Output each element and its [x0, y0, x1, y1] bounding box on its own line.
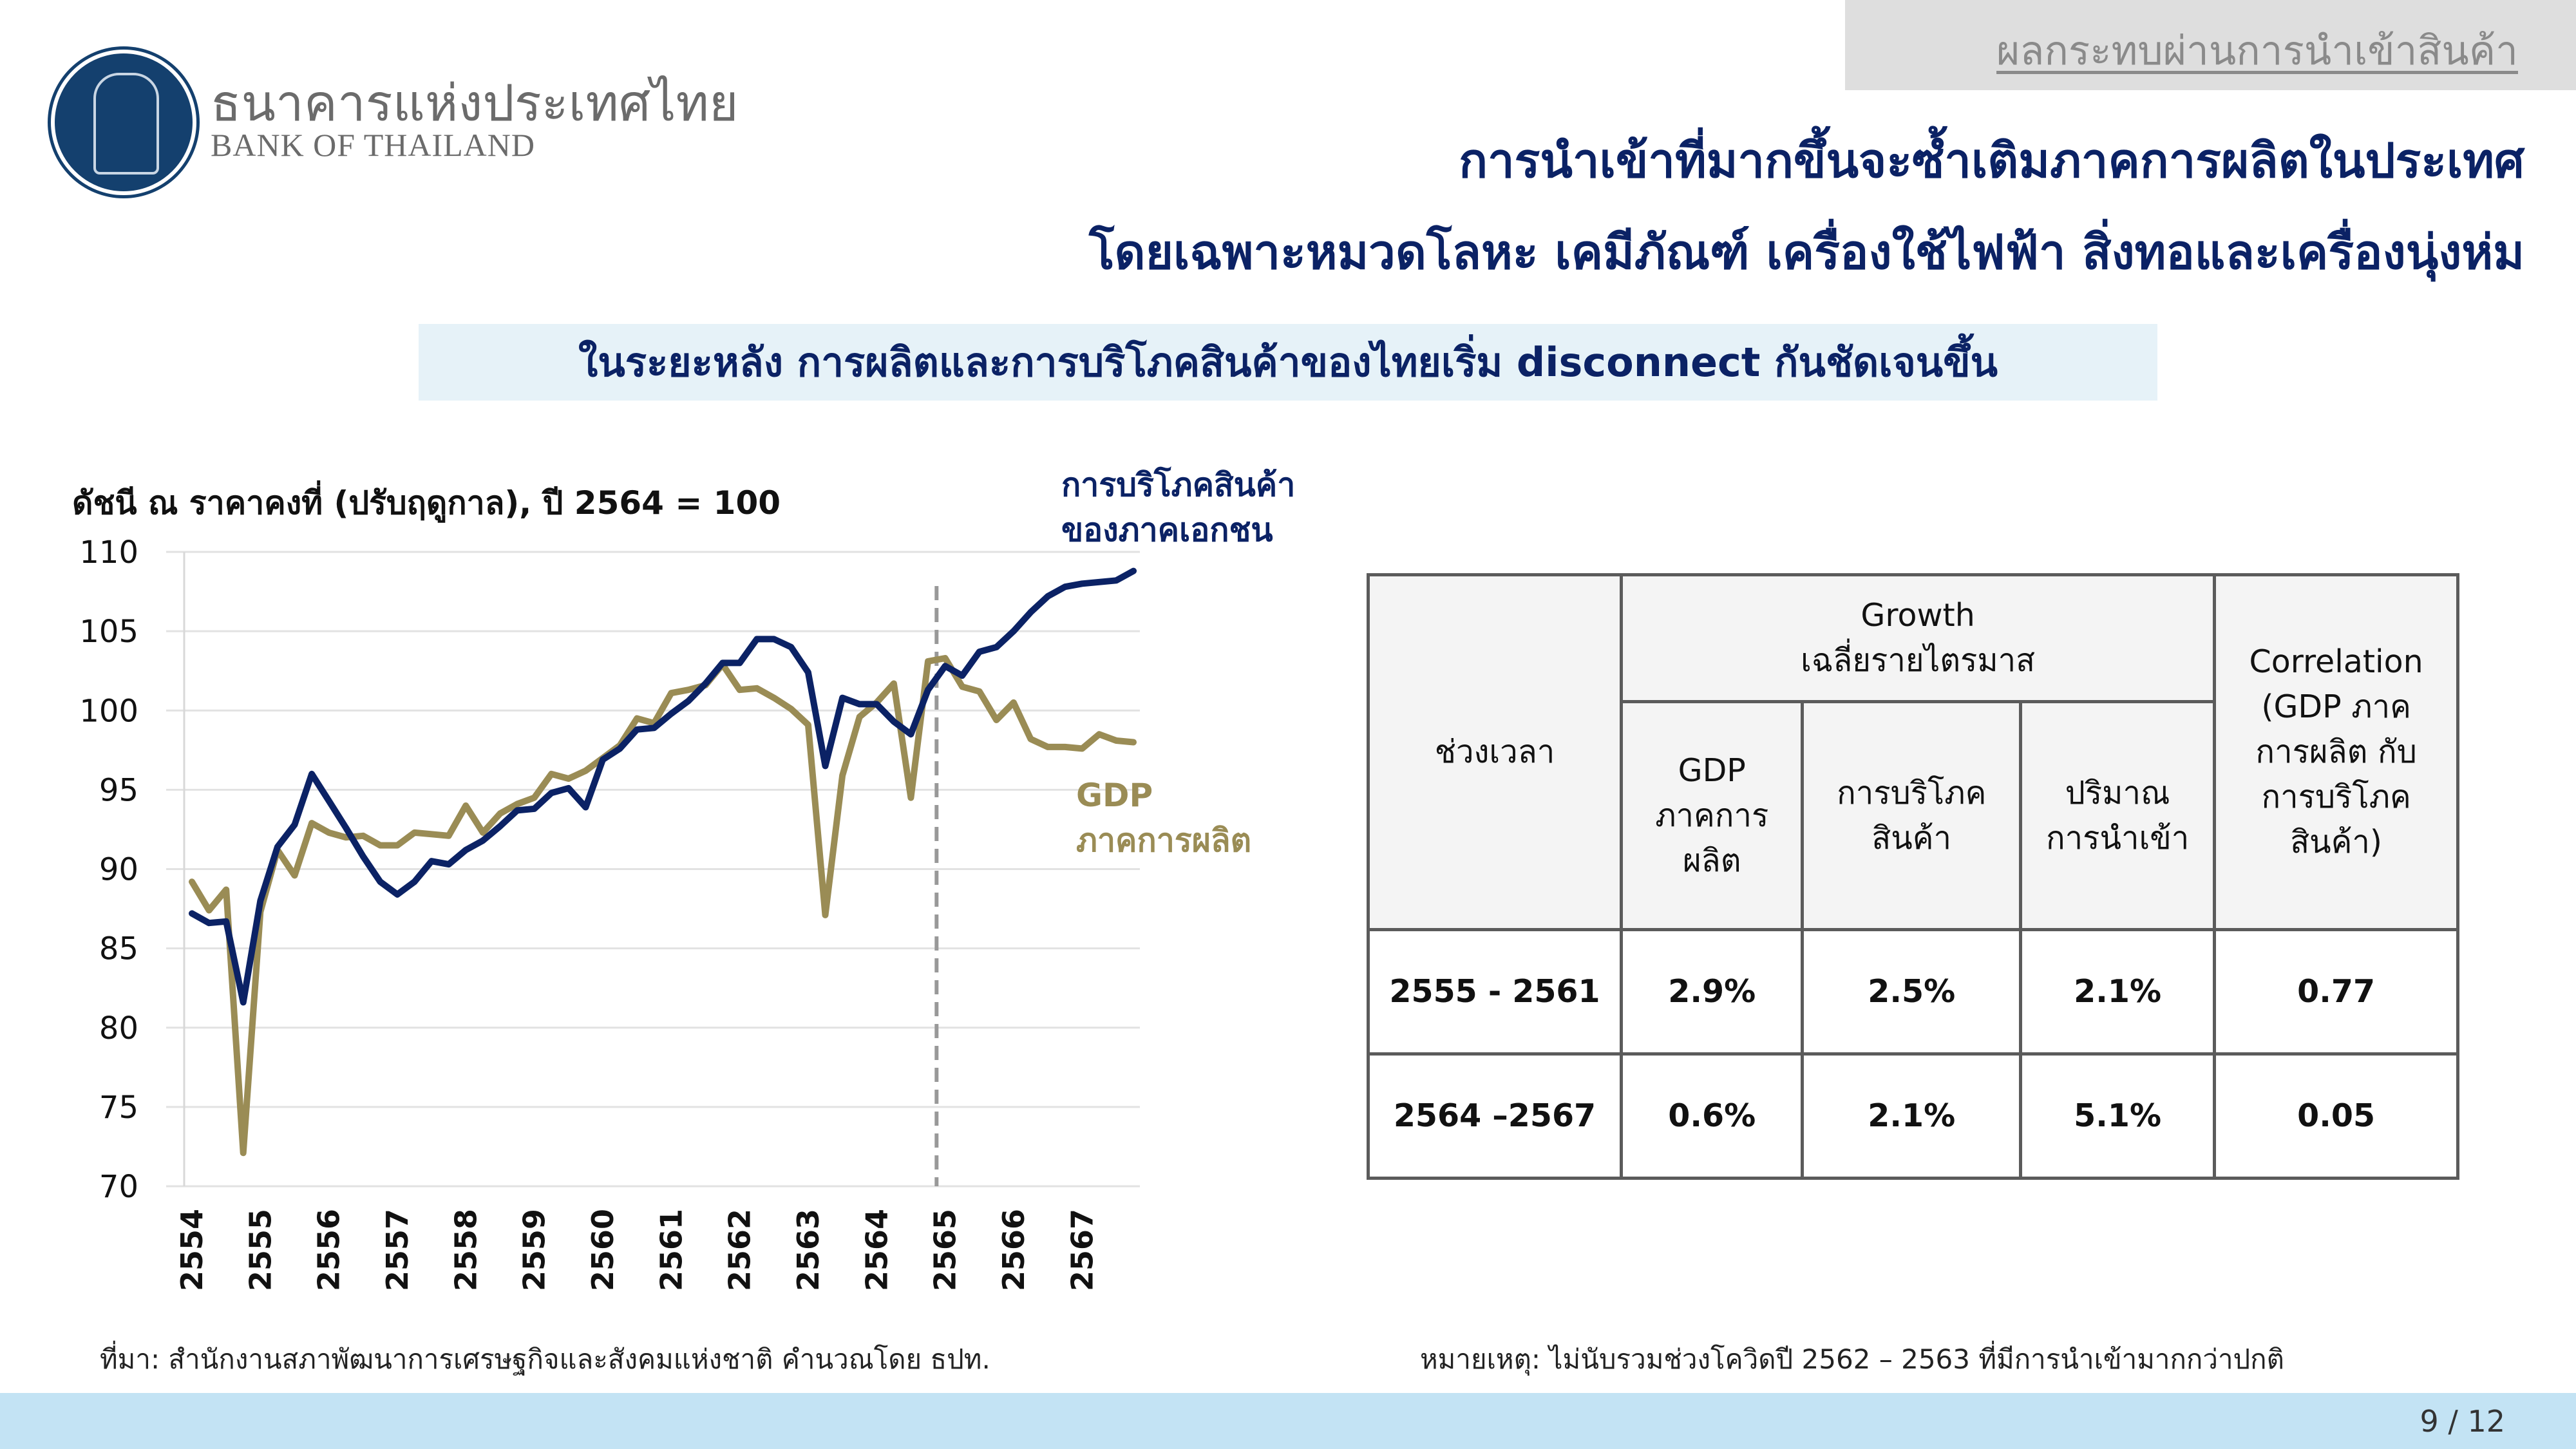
x-tick-label: 2557 [380, 1209, 415, 1291]
y-tick-label: 100 [79, 693, 138, 729]
x-tick-label: 2554 [175, 1209, 209, 1291]
table-row: 2555 - 2561 2.9% 2.5% 2.1% 0.77 [1367, 928, 2459, 1056]
page-number: 9 / 12 [2420, 1404, 2505, 1439]
header-growth-line1: Growth [1861, 597, 1975, 634]
header-line: ปริมาณ [2065, 774, 2170, 811]
series-line [189, 567, 1137, 1006]
header-line: สินค้า [1871, 819, 1952, 857]
footer-bar [0, 1393, 2576, 1449]
legend-gdp-line2: ภาคการผลิต [1076, 822, 1252, 859]
header-line: ภาคการ [1655, 797, 1769, 834]
x-tick-label: 2556 [312, 1209, 346, 1291]
y-tick-label: 80 [99, 1010, 138, 1046]
header-imports: ปริมาณ การนำเข้า [2018, 700, 2217, 931]
cell-consumption: 2.5% [1801, 928, 2022, 1056]
corr-line: Correlation [2249, 643, 2423, 680]
x-tick-label: 2563 [791, 1209, 826, 1291]
bank-name-thai: ธนาคารแห่งประเทศไทย [211, 75, 739, 133]
section-link[interactable]: ผลกระทบผ่านการนำเข้าสินค้า [1996, 27, 2518, 74]
x-tick-label: 2560 [585, 1209, 620, 1291]
x-tick-label: 2565 [928, 1209, 963, 1291]
y-tick-label: 105 [79, 614, 138, 650]
header-line: ผลิต [1682, 842, 1741, 879]
corr-line: สินค้า) [2290, 824, 2383, 860]
summary-table: ช่วงเวลา Growth เฉลี่ยรายไตรมาส Correlat… [1367, 573, 2459, 1180]
header-consumption: การบริโภค สินค้า [1801, 700, 2022, 931]
cell-imports: 5.1% [2018, 1052, 2217, 1180]
header-growth: Growth เฉลี่ยรายไตรมาส [1619, 573, 2217, 703]
legend-consumption: การบริโภคสินค้า ของภาคเอกชน [1061, 462, 1295, 553]
x-tick-label: 2555 [243, 1209, 278, 1291]
header-line: การบริโภค [1837, 774, 1987, 811]
y-tick-label: 95 [99, 772, 138, 808]
x-tick-label: 2558 [448, 1209, 483, 1291]
table-row: 2564 –2567 0.6% 2.1% 5.1% 0.05 [1367, 1052, 2459, 1180]
x-tick-label: 2559 [517, 1209, 552, 1291]
page-title-line2: โดยเฉพาะหมวดโลหะ เคมีภัณฑ์ เครื่องใช้ไฟฟ… [1088, 225, 2524, 280]
source-note: ที่มา: สำนักงานสภาพัฒนาการเศรษฐกิจและสัง… [100, 1343, 990, 1375]
remark-note: หมายเหตุ: ไม่นับรวมช่วงโควิดปี 2562 – 25… [1420, 1343, 2284, 1375]
header-period: ช่วงเวลา [1367, 573, 1623, 931]
subtitle-text: ในระยะหลัง การผลิตและการบริโภคสินค้าของไ… [578, 338, 1998, 386]
cell-imports: 2.1% [2018, 928, 2217, 1056]
legend-gdp: GDP ภาคการผลิต [1076, 773, 1251, 863]
legend-consumption-line1: การบริโภคสินค้า [1061, 466, 1296, 504]
legend-consumption-line2: ของภาคเอกชน [1061, 511, 1273, 549]
cell-period: 2555 - 2561 [1367, 928, 1623, 1056]
cell-gdp: 0.6% [1619, 1052, 1804, 1180]
header-gdp: GDP ภาคการ ผลิต [1619, 700, 1804, 931]
header-correlation: Correlation (GDP ภาค การผลิต กับ การบริโ… [2213, 573, 2459, 931]
subtitle-banner: ในระยะหลัง การผลิตและการบริโภคสินค้าของไ… [419, 324, 2157, 401]
y-tick-label: 90 [99, 852, 138, 888]
series-line [189, 655, 1137, 1157]
cell-correlation: 0.77 [2213, 928, 2459, 1056]
corr-line: การผลิต กับ [2255, 734, 2417, 770]
cell-period: 2564 –2567 [1367, 1052, 1623, 1180]
chart-y-axis-label: ดัชนี ณ ราคาคงที่ (ปรับฤดูกาล), ปี 2564 … [72, 484, 781, 522]
x-tick-label: 2566 [996, 1209, 1031, 1291]
y-tick-label: 110 [79, 535, 138, 571]
page-title-line1: การนำเข้าที่มากขึ้นจะซ้ำเติมภาคการผลิตใน… [1459, 133, 2524, 189]
bank-logo-icon [51, 50, 196, 195]
x-tick-label: 2561 [654, 1209, 688, 1291]
header-growth-line2: เฉลี่ยรายไตรมาส [1801, 642, 2036, 679]
cell-consumption: 2.1% [1801, 1052, 2022, 1180]
section-header-box [1845, 0, 2576, 90]
cell-correlation: 0.05 [2213, 1052, 2459, 1180]
y-tick-label: 70 [99, 1169, 138, 1205]
corr-line: การบริโภค [2261, 779, 2411, 815]
line-chart: 70 75 80 85 90 95 100 105 110 2554 2555 2556 2557 255… [79, 535, 1140, 1291]
y-tick-label: 85 [99, 931, 138, 967]
x-tick-label: 2562 [723, 1209, 757, 1291]
cell-gdp: 2.9% [1619, 928, 1804, 1056]
header-line: GDP [1678, 752, 1746, 789]
x-tick-label: 2564 [859, 1209, 894, 1291]
bank-name-english: BANK OF THAILAND [211, 127, 535, 163]
corr-line: (GDP ภาค [2261, 688, 2411, 725]
x-tick-label: 2567 [1065, 1209, 1099, 1291]
header-line: การนำเข้า [2045, 819, 2190, 857]
legend-gdp-line1: GDP [1076, 777, 1153, 814]
y-tick-label: 75 [99, 1090, 138, 1126]
